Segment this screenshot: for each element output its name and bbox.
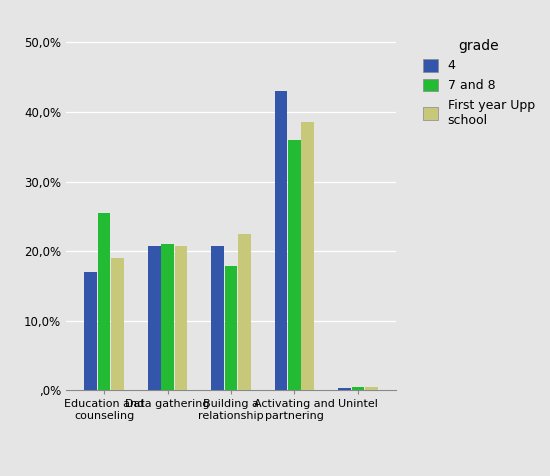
Legend: 4, 7 and 8, First year Upp
school: 4, 7 and 8, First year Upp school <box>419 35 538 130</box>
Bar <box>174 246 187 390</box>
Bar <box>275 91 288 390</box>
Bar <box>161 244 174 390</box>
Bar <box>351 387 364 390</box>
Bar <box>224 267 238 390</box>
Bar <box>301 122 314 390</box>
Bar <box>111 258 124 390</box>
Bar <box>365 387 378 390</box>
Bar <box>98 213 111 390</box>
Bar <box>148 246 161 390</box>
Bar <box>288 140 301 390</box>
Bar <box>238 234 251 390</box>
Bar <box>338 388 351 390</box>
Bar <box>211 246 224 390</box>
Bar <box>84 272 97 390</box>
